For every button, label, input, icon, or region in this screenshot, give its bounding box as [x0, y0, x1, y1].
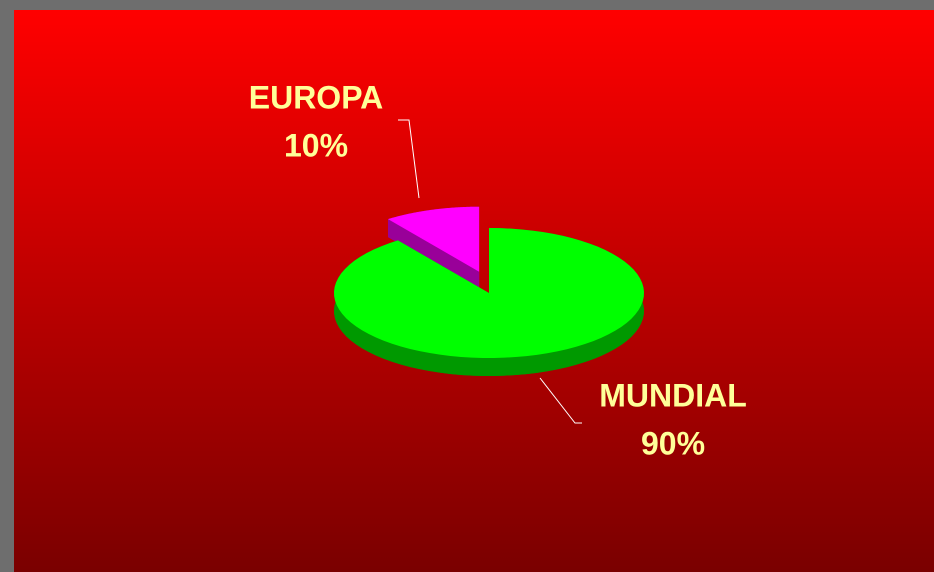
slice — [334, 228, 644, 358]
pie — [334, 206, 644, 376]
slice — [388, 206, 480, 272]
leader-line — [539, 377, 582, 424]
slice-label: MUNDIAL — [599, 377, 747, 413]
slice-wall — [388, 219, 480, 290]
slice-label: EUROPA — [249, 79, 384, 115]
slice-value-label: 10% — [284, 127, 348, 163]
slice-value-label: 90% — [641, 425, 705, 461]
leader-line — [398, 119, 420, 199]
